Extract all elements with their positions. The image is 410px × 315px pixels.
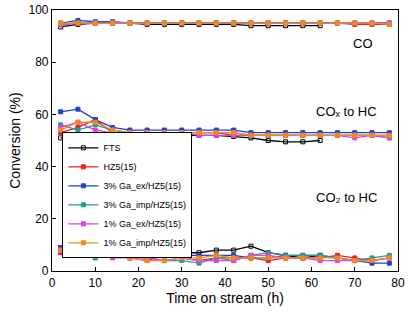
svg-text:40: 40 [218, 276, 232, 290]
svg-text:0: 0 [42, 264, 49, 278]
svg-text:3% Ga_imp/HZ5(15): 3% Ga_imp/HZ5(15) [103, 200, 186, 210]
svg-text:1% Ga_ex/HZ5(15): 1% Ga_ex/HZ5(15) [103, 219, 181, 229]
svg-text:CO₂ to HC: CO₂ to HC [316, 190, 377, 205]
svg-text:FTS: FTS [103, 143, 120, 153]
svg-text:CO: CO [353, 36, 373, 51]
svg-text:70: 70 [348, 276, 362, 290]
svg-text:40: 40 [35, 160, 49, 174]
svg-text:20: 20 [132, 276, 146, 290]
svg-text:10: 10 [89, 276, 103, 290]
svg-text:HZ5(15): HZ5(15) [103, 162, 136, 172]
svg-text:COₓ to HC: COₓ to HC [316, 104, 377, 119]
svg-text:30: 30 [175, 276, 189, 290]
svg-text:50: 50 [262, 276, 276, 290]
svg-text:0: 0 [49, 276, 56, 290]
svg-text:1% Ga_imp/HZ5(15): 1% Ga_imp/HZ5(15) [103, 238, 186, 248]
svg-text:100: 100 [28, 3, 48, 17]
svg-text:60: 60 [35, 108, 49, 122]
svg-text:60: 60 [305, 276, 319, 290]
svg-text:20: 20 [35, 212, 49, 226]
svg-text:80: 80 [35, 55, 49, 69]
svg-text:Conversion (%): Conversion (%) [7, 92, 23, 188]
svg-text:3% Ga_ex/HZ5(15): 3% Ga_ex/HZ5(15) [103, 181, 181, 191]
svg-text:80: 80 [391, 276, 405, 290]
svg-text:Time on stream (h): Time on stream (h) [166, 290, 284, 306]
